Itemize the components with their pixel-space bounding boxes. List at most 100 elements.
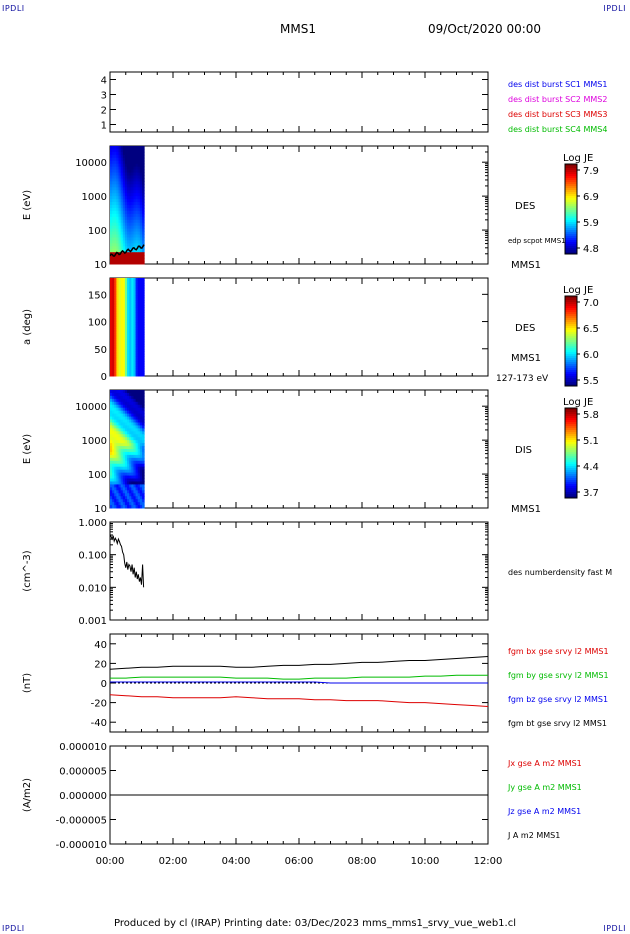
spectrogram-cell [122, 225, 126, 230]
spectrogram-cell [112, 419, 115, 423]
spectrogram-cell [127, 317, 130, 321]
spectrogram-cell [114, 395, 117, 400]
spectrogram-cell [137, 413, 141, 418]
time-axis-label: 04:00 [222, 856, 251, 867]
time-axis-label: 00:00 [96, 856, 125, 867]
spectrogram-cell [131, 207, 134, 212]
spectrogram-cell [114, 287, 117, 291]
spectrogram-cell [133, 184, 137, 188]
spectrogram-cell [120, 246, 124, 250]
spectrogram-cell [112, 166, 115, 171]
spectrogram-cell [139, 312, 143, 316]
spectrogram-cell [122, 234, 126, 238]
spectrogram-cell [137, 443, 141, 447]
spectrogram-cell [131, 312, 134, 316]
spectrogram-cell [129, 295, 132, 299]
spectrogram-cell [122, 166, 126, 171]
spectrogram-cell [135, 255, 139, 259]
spectrogram-cell [133, 422, 137, 426]
spectrogram-cell [137, 213, 141, 218]
spectrogram-cell [129, 371, 132, 375]
spectrogram-cell [116, 324, 120, 328]
spectrogram-cell [122, 457, 126, 462]
spectrogram-cell [131, 440, 134, 444]
spectrogram-cell [112, 327, 115, 330]
spectrogram-cell [114, 312, 117, 316]
spectrogram-cell [120, 368, 124, 372]
spectrogram-cell [112, 202, 115, 206]
spectrogram-cell [141, 351, 145, 355]
spectrogram-cell [129, 307, 132, 311]
spectrogram-cell [112, 252, 115, 256]
spectrogram-cell [122, 434, 126, 438]
spectrogram-cell [131, 463, 134, 468]
spectrogram-cell [129, 368, 132, 372]
spectrogram-cell [137, 196, 141, 200]
spectrogram-cell [133, 353, 137, 357]
spectrogram-cell [135, 416, 139, 420]
spectrogram-cell [139, 280, 143, 284]
spectrogram-cell [141, 175, 145, 179]
spectrogram-cell [133, 496, 137, 500]
spectrogram-cell [120, 304, 124, 308]
spectrogram-cell [112, 240, 115, 244]
spectrogram-cell [124, 184, 128, 188]
spectrogram-cell [135, 490, 139, 494]
spectrogram-cell [141, 249, 145, 253]
spectrogram-cell [114, 304, 117, 308]
spectrogram-cell [127, 505, 130, 509]
spectrogram-cell [135, 304, 139, 308]
spectrogram-cell [127, 392, 130, 397]
spectrogram-cell [129, 190, 132, 194]
y-tick-label: 0.100 [78, 551, 107, 562]
spectrogram-cell [110, 222, 113, 227]
spectrogram-cell [137, 160, 141, 165]
spectrogram-cell [127, 181, 130, 185]
spectrogram-cell [127, 157, 130, 162]
spectrogram-cell [129, 475, 132, 479]
spectrogram-cell [120, 493, 124, 497]
spectrogram-cell [139, 292, 143, 296]
spectrogram-cell [141, 390, 145, 394]
spectrogram-cell [139, 358, 143, 362]
spectrogram-cell [118, 344, 122, 348]
spectrogram-cell [139, 422, 143, 426]
spectrogram-cell [118, 404, 122, 409]
spectrogram-cell [120, 478, 124, 482]
spectrogram-cell [122, 490, 126, 494]
spectrogram-cell [129, 225, 132, 230]
colorbar-cell [565, 306, 577, 309]
spectrogram-cell [127, 341, 130, 345]
spectrogram-cell [139, 339, 143, 343]
spectrogram-cell [114, 222, 117, 227]
spectrogram-cell [129, 493, 132, 497]
spectrogram-cell [127, 331, 130, 335]
spectrogram-cell [114, 481, 117, 485]
spectrogram-cell [131, 169, 134, 174]
spectrogram-cell [137, 404, 141, 409]
spectrogram-cell [133, 225, 137, 230]
spectrogram-cell [112, 222, 115, 227]
spectrogram-cell [110, 331, 113, 335]
spectrogram-cell [120, 300, 124, 303]
spectrogram-cell [118, 169, 122, 174]
spectrogram-cell [114, 344, 117, 348]
spectrogram-cell [112, 261, 115, 265]
spectrogram-cell [118, 505, 122, 509]
spectrogram-cell [110, 175, 113, 179]
colorbar-cell [565, 330, 577, 333]
spectrogram-cell [129, 322, 132, 326]
spectrogram-cell [135, 312, 139, 316]
spectrogram-cell [127, 228, 130, 233]
spectrogram-cell [133, 349, 137, 352]
density-line [109, 534, 145, 588]
spectrogram-cell [135, 404, 139, 409]
spectrogram-cell [122, 341, 126, 345]
colorbar-cell [565, 302, 577, 305]
spectrogram-cell [118, 363, 122, 367]
y-tick-label: 20 [94, 659, 107, 670]
date-title: 09/Oct/2020 00:00 [428, 22, 542, 36]
colorbar-cell [565, 312, 577, 315]
spectrogram-cell [120, 297, 124, 301]
spectrogram-cell [129, 160, 132, 165]
